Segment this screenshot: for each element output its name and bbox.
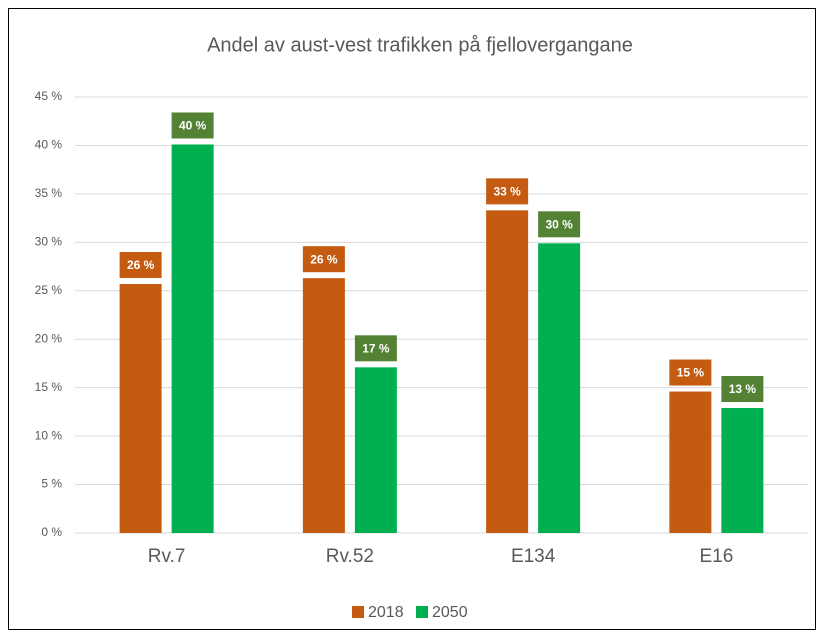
value-label-box xyxy=(486,178,529,205)
legend-swatch xyxy=(352,606,364,618)
x-tick-label: E134 xyxy=(511,546,556,567)
y-tick-label: 25 % xyxy=(35,283,63,297)
value-label: 40 % xyxy=(179,119,207,133)
x-tick-label: E16 xyxy=(699,546,733,567)
y-tick-label: 45 % xyxy=(35,89,63,103)
bar xyxy=(354,367,397,533)
value-label-box xyxy=(119,251,162,278)
bar xyxy=(119,283,162,533)
chart-title: Andel av aust-vest trafikken på fjellove… xyxy=(207,34,633,56)
value-label-box xyxy=(538,211,581,238)
x-tick-label: Rv.7 xyxy=(148,546,186,567)
bar xyxy=(171,144,214,533)
y-tick-label: 0 % xyxy=(41,525,62,539)
value-label: 13 % xyxy=(729,382,757,396)
legend-label: 2018 xyxy=(368,604,404,621)
y-tick-label: 35 % xyxy=(35,186,63,200)
y-tick-label: 15 % xyxy=(35,380,63,394)
bar xyxy=(302,278,345,533)
value-label-box xyxy=(354,335,397,362)
value-label: 17 % xyxy=(362,341,390,355)
value-label: 33 % xyxy=(493,185,521,199)
bar xyxy=(538,243,581,533)
value-label-box xyxy=(302,246,345,273)
y-tick-label: 10 % xyxy=(35,428,63,442)
value-label-box xyxy=(669,359,712,386)
bar xyxy=(721,408,764,533)
value-label: 15 % xyxy=(677,366,705,380)
value-label-box xyxy=(721,376,764,403)
legend-swatch xyxy=(416,606,428,618)
y-tick-label: 5 % xyxy=(41,477,62,491)
y-tick-label: 20 % xyxy=(35,331,63,345)
y-tick-label: 40 % xyxy=(35,138,63,152)
y-tick-label: 30 % xyxy=(35,235,63,249)
value-label: 30 % xyxy=(545,217,573,231)
value-label: 26 % xyxy=(310,252,338,266)
bar xyxy=(486,210,529,534)
value-label-box xyxy=(171,112,214,139)
legend-label: 2050 xyxy=(432,604,468,621)
x-tick-label: Rv.52 xyxy=(326,546,374,567)
bar xyxy=(669,391,712,533)
value-label: 26 % xyxy=(127,258,155,272)
